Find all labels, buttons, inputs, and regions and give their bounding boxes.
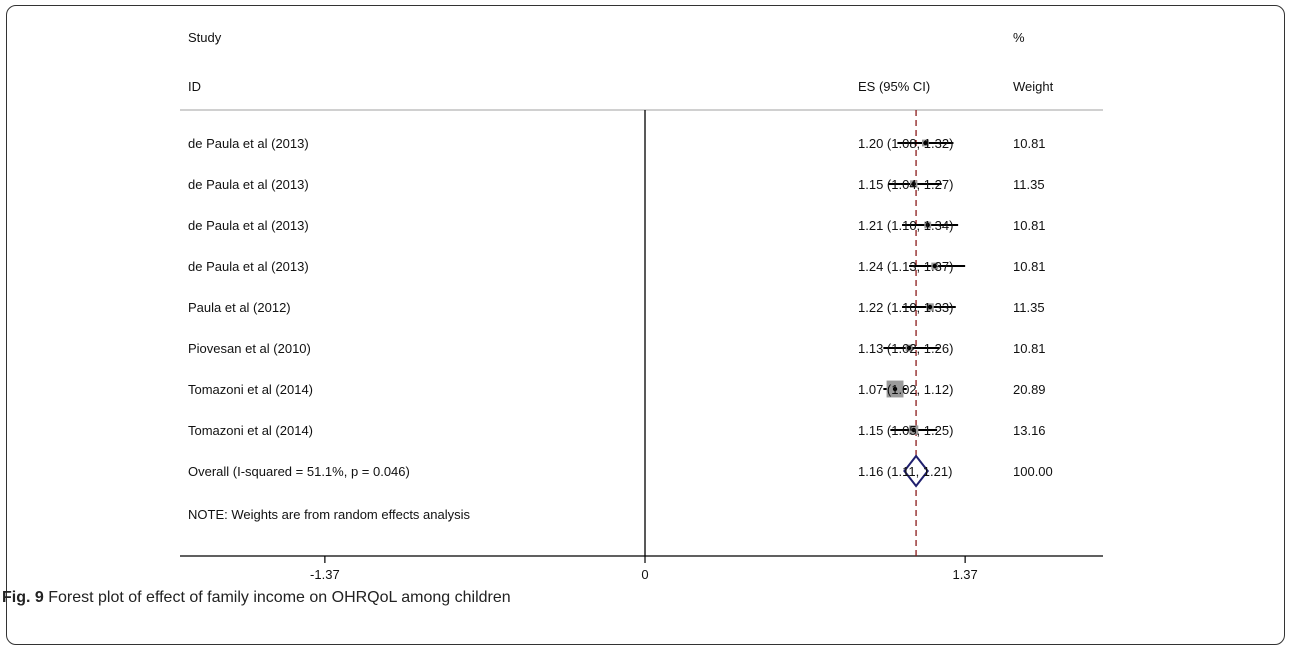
weight-label: 10.81 bbox=[1013, 136, 1046, 151]
overall-diamond bbox=[903, 454, 930, 488]
es-ci-label: 1.07 (1.02, 1.12) bbox=[858, 382, 953, 397]
header-id: ID bbox=[188, 79, 201, 94]
study-label: Paula et al (2012) bbox=[188, 300, 291, 315]
weight-label: 13.16 bbox=[1013, 423, 1046, 438]
overall-weight-label: 100.00 bbox=[1013, 464, 1053, 479]
es-ci-label: 1.15 (1.04, 1.27) bbox=[858, 177, 953, 192]
overall-es-label: 1.16 (1.11, 1.21) bbox=[858, 464, 952, 479]
weight-label: 20.89 bbox=[1013, 382, 1046, 397]
figure-caption: Fig. 9 Forest plot of effect of family i… bbox=[2, 589, 1282, 607]
study-label: de Paula et al (2013) bbox=[188, 136, 309, 151]
x-tick-label: 1.37 bbox=[952, 567, 977, 582]
es-ci-label: 1.20 (1.08, 1.32) bbox=[858, 136, 953, 151]
es-ci-label: 1.13 (1.02, 1.26) bbox=[858, 341, 953, 356]
weight-label: 11.35 bbox=[1013, 177, 1045, 192]
es-ci-label: 1.22 (1.10, 1.33) bbox=[858, 300, 953, 315]
x-tick-label: -1.37 bbox=[310, 567, 340, 582]
study-label: Tomazoni et al (2014) bbox=[188, 423, 313, 438]
point-estimate bbox=[911, 181, 916, 187]
es-ci-label: 1.21 (1.10, 1.34) bbox=[858, 218, 953, 233]
point-estimate bbox=[925, 222, 930, 228]
x-tick-label: 0 bbox=[641, 567, 648, 582]
header-weight: Weight bbox=[1013, 79, 1054, 94]
caption-label: Fig. 9 bbox=[2, 589, 44, 606]
weight-label: 10.81 bbox=[1013, 218, 1046, 233]
study-label: de Paula et al (2013) bbox=[188, 259, 309, 274]
study-label: de Paula et al (2013) bbox=[188, 218, 309, 233]
weight-label: 11.35 bbox=[1013, 300, 1045, 315]
point-estimate bbox=[906, 345, 912, 351]
overall-label: Overall (I-squared = 51.1%, p = 0.046) bbox=[188, 464, 410, 479]
point-estimate bbox=[927, 304, 933, 310]
header-weight-percent: % bbox=[1013, 30, 1025, 45]
study-label: Piovesan et al (2010) bbox=[188, 341, 311, 356]
header-study: Study bbox=[188, 30, 222, 45]
footnote: NOTE: Weights are from random effects an… bbox=[188, 507, 471, 522]
study-label: Tomazoni et al (2014) bbox=[188, 382, 313, 397]
point-estimate bbox=[923, 140, 928, 146]
point-estimate bbox=[932, 263, 937, 269]
point-estimate bbox=[911, 427, 916, 433]
point-estimate bbox=[892, 386, 898, 392]
header-es: ES (95% CI) bbox=[858, 79, 930, 94]
weight-label: 10.81 bbox=[1013, 341, 1046, 356]
forest-plot: Study ID ES (95% CI) % Weight -1.37 0 1.37… bbox=[180, 30, 1103, 582]
es-ci-label: 1.24 (1.13, 1.37) bbox=[858, 259, 953, 274]
es-ci-label: 1.15 (1.05, 1.25) bbox=[858, 423, 953, 438]
weight-label: 10.81 bbox=[1013, 259, 1046, 274]
study-label: de Paula et al (2013) bbox=[188, 177, 309, 192]
caption-text: Forest plot of effect of family income o… bbox=[43, 589, 511, 606]
